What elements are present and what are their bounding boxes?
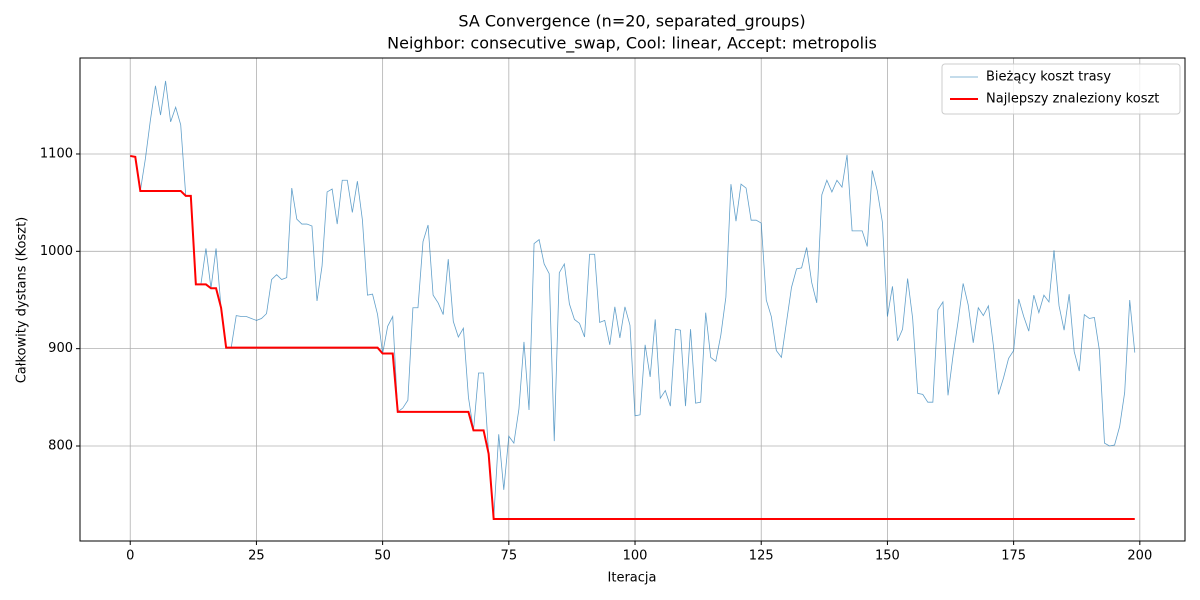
legend-label: Najlepszy znaleziony koszt — [986, 92, 1159, 107]
legend: Bieżący koszt trasy Najlepszy znaleziony … — [941, 63, 1181, 115]
y-tick-label: 1100 — [40, 146, 73, 161]
x-tick-label: 75 — [501, 549, 518, 564]
y-tick-label: 900 — [48, 341, 73, 356]
x-tick-label: 175 — [1001, 549, 1026, 564]
x-tick-label: 25 — [248, 549, 265, 564]
y-tick-label: 800 — [48, 438, 73, 453]
series-line — [130, 80, 1136, 520]
x-tick-label: 50 — [374, 549, 391, 564]
x-tick-label: 100 — [623, 549, 648, 564]
plot-frame — [79, 57, 1186, 542]
x-axis-label: Iteracja — [608, 571, 657, 586]
x-tick-label: 150 — [875, 549, 900, 564]
y-axis-label: Całkowity dystans (Koszt) — [15, 217, 30, 384]
x-tick-label: 200 — [1127, 549, 1152, 564]
chart-title: SA Convergence (n=20, separated_groups) — [458, 12, 805, 32]
y-tick-label: 1000 — [40, 244, 73, 259]
x-tick-label: 0 — [126, 549, 134, 564]
x-tick-label: 125 — [749, 549, 774, 564]
series-line — [130, 154, 1135, 521]
legend-frame — [941, 63, 1181, 115]
legend-label: Bieżący koszt trasy — [986, 70, 1111, 85]
chart-subtitle: Neighbor: consecutive_swap, Cool: linear… — [387, 34, 877, 54]
